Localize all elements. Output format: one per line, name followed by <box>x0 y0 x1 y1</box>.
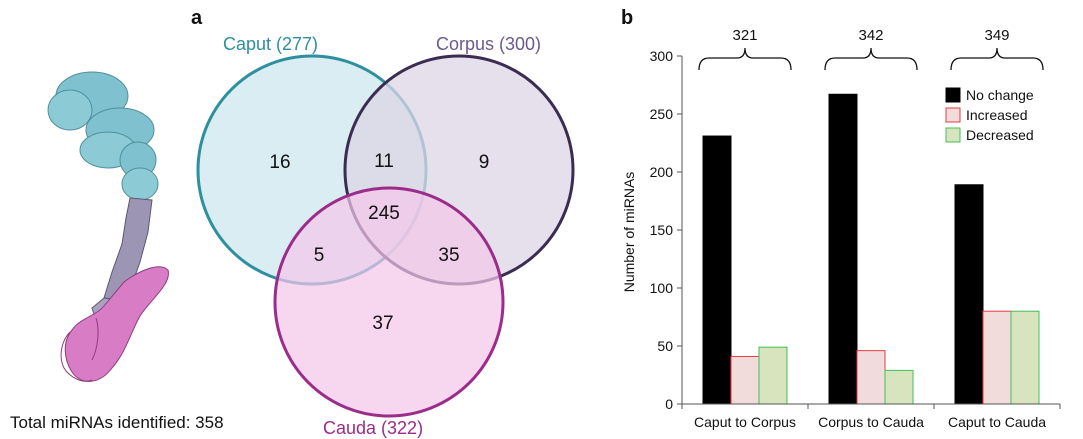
venn-diagram: Caput (277) Corpus (300) Cauda (322) 16 … <box>196 34 575 438</box>
venn-count-cauda-only: 37 <box>372 313 393 334</box>
x-category-label: Corpus to Cauda <box>818 414 924 430</box>
venn-count-caput-only: 16 <box>269 152 290 173</box>
epididymis-illustration: Total miRNAs identified: 358 <box>10 71 224 432</box>
y-tick-label: 50 <box>657 338 673 354</box>
total-brackets: 321 342 349 <box>698 27 1044 71</box>
group-total-label: 321 <box>732 27 757 44</box>
venn-count-corpus-cauda: 35 <box>438 245 459 266</box>
bar-decreased <box>884 369 914 405</box>
group-bracket <box>698 47 792 71</box>
venn-count-caput-corpus: 11 <box>374 151 394 172</box>
legend: No change Increased Decreased <box>945 87 1034 143</box>
group-total-label: 342 <box>858 27 883 44</box>
bar-increased <box>730 355 760 405</box>
x-axis: Caput to Corpus Corpus to Cauda Caput to C… <box>681 403 1061 430</box>
x-category-label: Caput to Corpus <box>694 414 796 430</box>
total-mirnas-caption: Total miRNAs identified: 358 <box>10 413 224 432</box>
venn-label-caput: Caput (277) <box>223 34 318 54</box>
bar-no-change <box>954 184 984 405</box>
bars <box>702 93 1040 405</box>
group-bracket <box>950 47 1044 71</box>
venn-count-corpus-only: 9 <box>479 152 490 173</box>
group-total-label: 349 <box>984 27 1009 44</box>
group-bracket <box>824 47 918 71</box>
y-axis: 0 50 100 150 200 250 300 <box>650 48 683 412</box>
legend-label: No change <box>966 87 1034 103</box>
venn-count-all: 245 <box>368 203 400 224</box>
caput-segment <box>47 71 159 201</box>
legend-swatch <box>945 107 961 123</box>
bar-decreased <box>758 346 788 405</box>
y-tick-label: 200 <box>650 164 674 180</box>
y-axis-label: Number of miRNAs <box>621 172 637 293</box>
y-tick-label: 250 <box>650 106 674 122</box>
x-category-label: Caput to Cauda <box>948 414 1046 430</box>
panel-a-label: a <box>191 7 203 29</box>
legend-label: Decreased <box>966 127 1034 143</box>
venn-circle-cauda <box>273 186 505 418</box>
bar-no-change <box>702 135 732 405</box>
bar-chart: 0 50 100 150 200 250 300 Caput to Corpus Corpus… <box>621 27 1061 430</box>
venn-count-caput-cauda: 5 <box>314 245 325 266</box>
y-tick-label: 0 <box>665 396 673 412</box>
y-tick-label: 100 <box>650 280 674 296</box>
cauda-segment <box>60 266 169 382</box>
bar-no-change <box>828 93 858 405</box>
y-tick-label: 150 <box>650 222 674 238</box>
bar-decreased <box>1010 310 1040 405</box>
y-tick-label: 300 <box>650 48 674 64</box>
venn-label-cauda: Cauda (322) <box>323 418 423 438</box>
venn-label-corpus: Corpus (300) <box>436 34 541 54</box>
legend-swatch <box>945 87 961 103</box>
legend-swatch <box>945 127 961 143</box>
bar-increased <box>982 310 1012 405</box>
bar-increased <box>856 350 886 405</box>
panel-b-label: b <box>621 7 633 29</box>
legend-label: Increased <box>966 107 1027 123</box>
